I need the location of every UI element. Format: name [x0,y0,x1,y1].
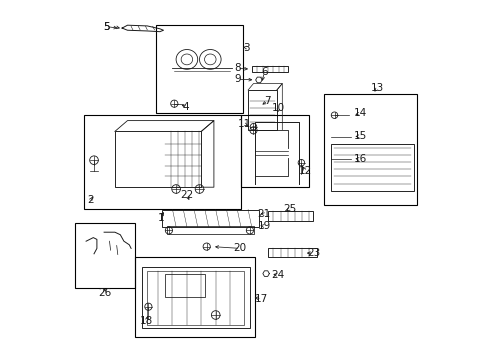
Text: 17: 17 [255,294,268,304]
Text: 16: 16 [353,154,366,164]
Bar [330,144,413,191]
Text: 23: 23 [306,248,320,258]
Bar [167,226,253,234]
Bar [241,115,309,187]
Bar [267,211,312,221]
Text: 14: 14 [353,108,366,118]
Text: 1: 1 [157,213,164,223]
Text: 22: 22 [180,190,193,200]
Text: 6: 6 [261,67,267,77]
Text: 15: 15 [353,131,366,141]
Bar [165,274,204,297]
Text: 18: 18 [140,316,153,326]
Bar [115,131,201,187]
Text: 3: 3 [243,42,249,53]
Bar [75,223,134,288]
Text: 21: 21 [257,209,270,219]
Bar [247,90,276,130]
Bar [162,210,258,227]
Bar [147,271,244,325]
Text: 5: 5 [103,22,110,32]
Text: 24: 24 [270,270,284,280]
Text: 10: 10 [272,103,285,113]
Text: 19: 19 [257,221,270,231]
Bar [142,267,249,328]
Bar [251,66,287,72]
Text: 26: 26 [98,288,111,298]
Text: 9: 9 [234,74,240,84]
Text: 12: 12 [298,166,311,176]
Text: 7: 7 [264,96,271,106]
Bar [323,94,416,205]
Text: 5: 5 [103,22,110,32]
Text: 13: 13 [370,83,384,93]
Text: 25: 25 [282,204,296,214]
Text: 20: 20 [233,243,246,253]
Bar [134,257,255,337]
Text: 8: 8 [234,63,240,73]
Text: 4: 4 [183,102,189,112]
Bar [84,115,241,209]
Bar [267,248,316,257]
Text: 2: 2 [87,195,94,205]
Text: 11: 11 [237,119,251,129]
Bar [156,25,242,113]
